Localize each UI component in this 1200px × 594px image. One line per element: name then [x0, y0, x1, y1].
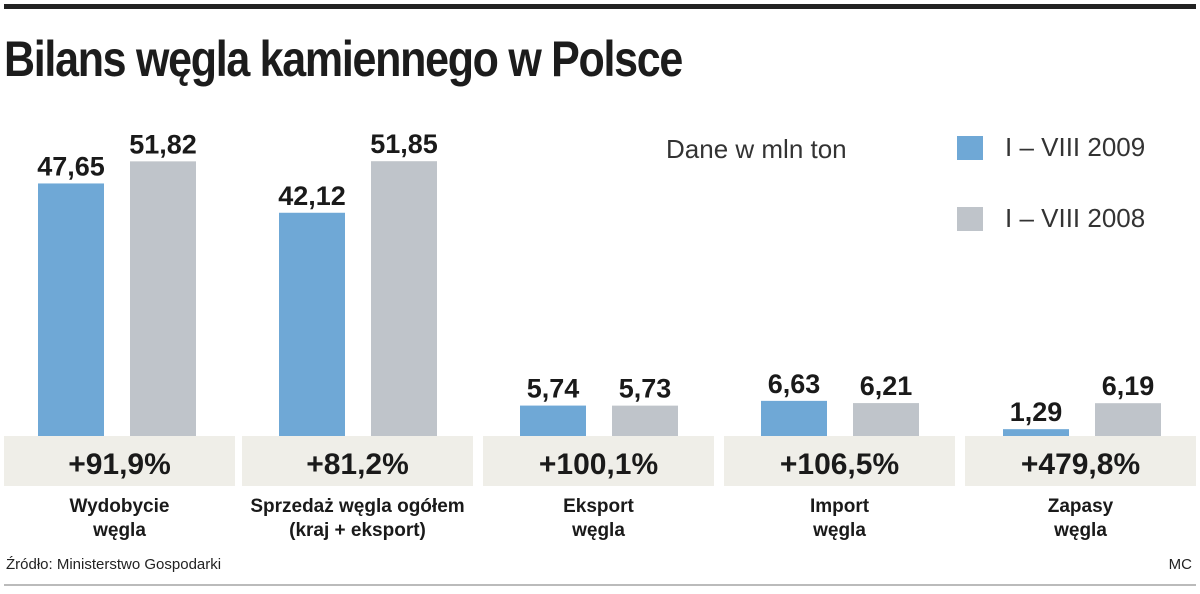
bar-2008-2 — [612, 405, 678, 436]
bar-2009-1 — [279, 212, 345, 436]
bar-2008-0 — [130, 161, 196, 436]
change-box-0 — [4, 436, 235, 486]
category-label-0-line-0: Wydobycie — [70, 496, 170, 517]
bar-2009-2 — [520, 405, 586, 436]
category-label-1-line-0: Sprzedaż węgla ogółem — [250, 496, 464, 517]
category-label-2-line-1: węgla — [571, 520, 625, 541]
bar-2009-3 — [761, 400, 827, 436]
value-label-2008-4: 6,19 — [1102, 371, 1155, 401]
source-note: Źródło: Ministerstwo Gospodarki — [6, 556, 222, 573]
bar-2009-4 — [1003, 429, 1069, 436]
change-label-3: +106,5% — [780, 448, 899, 481]
legend-label-2008: I – VIII 2008 — [1005, 203, 1146, 233]
value-label-2009-3: 6,63 — [768, 369, 821, 399]
change-box-1 — [242, 436, 473, 486]
value-label-2009-1: 42,12 — [278, 181, 346, 211]
category-label-1-line-1: (kraj + eksport) — [289, 520, 426, 541]
value-label-2009-0: 47,65 — [37, 151, 105, 181]
value-label-2008-3: 6,21 — [860, 371, 913, 401]
bottom-rule — [4, 584, 1196, 586]
category-label-0-line-1: węgla — [92, 520, 146, 541]
bar-2008-3 — [853, 403, 919, 436]
category-label-4-line-1: węgla — [1053, 520, 1107, 541]
author-credit: MC — [1168, 556, 1192, 573]
change-label-1: +81,2% — [306, 448, 409, 481]
change-label-0: +91,9% — [68, 448, 171, 481]
change-box-2 — [483, 436, 714, 486]
category-label-3-line-1: węgla — [812, 520, 866, 541]
value-label-2008-1: 51,85 — [370, 129, 438, 159]
change-label-4: +479,8% — [1021, 448, 1140, 481]
change-box-4 — [965, 436, 1196, 486]
unit-note: Dane w mln ton — [666, 134, 847, 164]
bar-2008-4 — [1095, 403, 1161, 436]
bar-2009-0 — [38, 183, 104, 436]
change-box-3 — [724, 436, 955, 486]
category-label-3-line-0: Import — [810, 496, 870, 517]
value-label-2009-2: 5,74 — [527, 374, 580, 404]
value-label-2009-4: 1,29 — [1010, 397, 1063, 427]
legend-label-2009: I – VIII 2009 — [1005, 132, 1146, 162]
value-label-2008-0: 51,82 — [129, 129, 197, 159]
value-label-2008-2: 5,73 — [619, 374, 672, 404]
category-label-4-line-0: Zapasy — [1048, 496, 1114, 517]
legend-swatch-2008 — [957, 207, 983, 231]
chart-title: Bilans węgla kamiennego w Polsce — [4, 31, 683, 87]
change-label-2: +100,1% — [539, 448, 658, 481]
category-label-2-line-0: Eksport — [563, 496, 634, 517]
top-rule — [4, 4, 1196, 9]
legend-swatch-2009 — [957, 136, 983, 160]
bar-2008-1 — [371, 161, 437, 436]
